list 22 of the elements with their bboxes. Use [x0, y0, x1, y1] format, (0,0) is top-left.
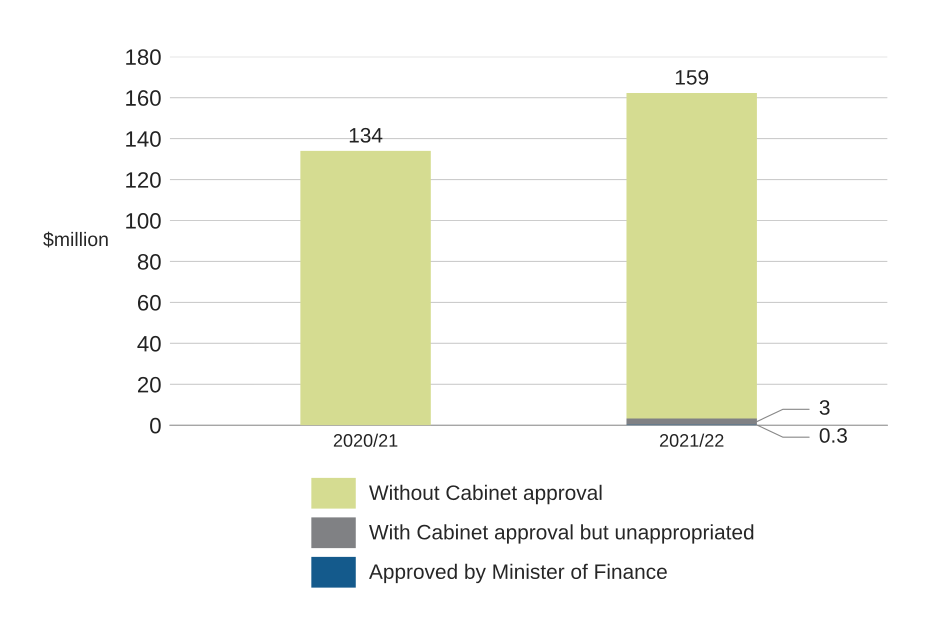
- legend-label: Without Cabinet approval: [369, 484, 602, 504]
- legend-label: With Cabinet approval but unappropriated: [369, 524, 754, 544]
- x-tick-label: 2021/22: [660, 434, 724, 447]
- y-tick-label: 140: [126, 131, 161, 147]
- y-tick-label: 20: [138, 376, 161, 393]
- y-tick-label: 40: [137, 336, 161, 352]
- y-axis-title: $million: [43, 232, 108, 248]
- bar: [300, 150, 431, 426]
- y-tick-label: 0: [150, 418, 161, 434]
- x-tick-label: 2020/21: [334, 434, 398, 447]
- y-tick-label: 80: [138, 254, 161, 270]
- y-tick-label: 180: [126, 49, 161, 65]
- data-label: 134: [350, 128, 382, 143]
- data-label: 159: [676, 70, 708, 85]
- data-label: 3: [820, 400, 830, 415]
- bar: [626, 92, 757, 418]
- y-tick-label: 120: [126, 172, 161, 188]
- data-label: 0.3: [820, 428, 847, 443]
- y-tick-label: 160: [126, 90, 161, 106]
- legend-label: Approved by Minister of Finance: [369, 564, 667, 584]
- y-tick-label: 60: [138, 294, 161, 311]
- y-tick-label: 100: [126, 213, 161, 229]
